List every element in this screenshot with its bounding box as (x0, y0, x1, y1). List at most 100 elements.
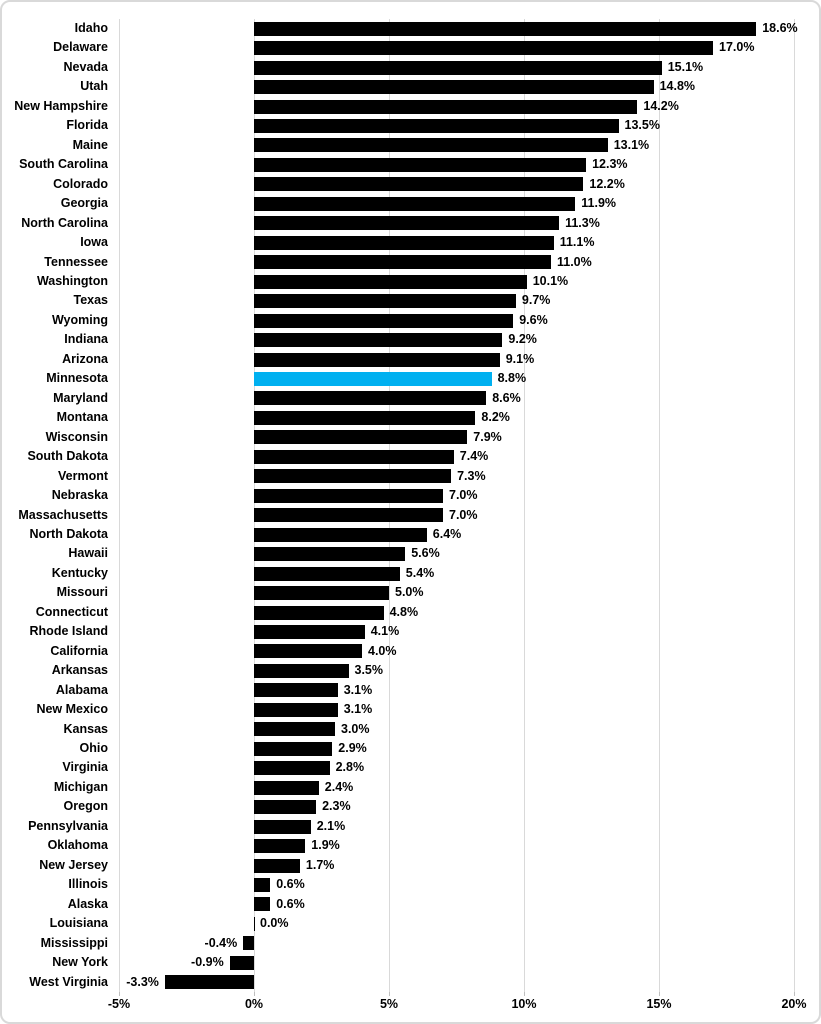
value-label-south-carolina: 12.3% (592, 157, 628, 172)
category-label-nebraska: Nebraska (51, 488, 108, 503)
value-label-missouri: 5.0% (395, 585, 424, 600)
plot-area: 18.6% 17.0% 15.1% 14.8% 14.2% 13.5% 13.1% 12.3%… (118, 19, 798, 996)
bar-washington (254, 274, 527, 289)
category-label-delaware: Delaware (53, 40, 108, 55)
bar-kansas (254, 722, 335, 737)
value-label-tennessee: 11.0% (557, 254, 592, 269)
bar-south-carolina (254, 157, 587, 172)
value-label-north-dakota: 6.4% (432, 526, 462, 541)
x-tick-label-10-: 10% (511, 997, 537, 1011)
bar-virginia (254, 761, 330, 776)
bar-california (254, 644, 362, 659)
gridline-15- (658, 19, 660, 992)
value-label-nebraska: 7.0% (449, 488, 478, 503)
bar-montana (254, 410, 476, 425)
category-label-kentucky: Kentucky (51, 565, 108, 580)
bar-florida (254, 119, 619, 134)
bar-arizona (254, 352, 500, 367)
category-label-south-carolina: South Carolina (19, 157, 108, 172)
value-label-wisconsin: 7.9% (473, 429, 502, 444)
bar-connecticut (254, 605, 384, 620)
category-label-south-dakota: South Dakota (27, 449, 108, 464)
category-label-rhode-island: Rhode Island (29, 624, 108, 639)
value-label-florida: 13.5% (624, 118, 660, 133)
category-label-wisconsin: Wisconsin (45, 429, 108, 444)
bar-colorado (254, 177, 584, 192)
x-tick-label-5-: 5% (379, 997, 399, 1011)
bar-west-virginia (164, 975, 254, 990)
category-label-pennsylvania: Pennsylvania (28, 818, 108, 833)
value-label-alaska: 0.6% (276, 896, 305, 911)
value-label-arizona: 9.1% (505, 351, 535, 366)
bar-vermont (254, 469, 452, 484)
bar-missouri (254, 586, 389, 601)
category-label-utah: Utah (80, 79, 108, 94)
value-label-minnesota: 8.8% (497, 371, 527, 386)
bar-idaho (254, 21, 757, 36)
category-label-alabama: Alabama (55, 682, 108, 697)
bar-alabama (254, 683, 338, 698)
category-label-massachusetts: Massachusetts (18, 507, 108, 522)
bar-georgia (254, 196, 576, 211)
bar-new-jersey (254, 858, 300, 873)
bar-massachusetts (254, 508, 443, 523)
category-label-georgia: Georgia (60, 196, 108, 211)
category-axis-labels: Idaho Delaware Nevada Utah New Hampshire Flor… (2, 19, 114, 992)
category-label-texas: Texas (73, 293, 108, 308)
x-tick-label-20-: 20% (781, 997, 807, 1011)
value-label-west-virginia: -3.3% (126, 974, 159, 989)
category-label-ohio: Ohio (79, 741, 108, 756)
bar-nebraska (254, 488, 443, 503)
bar-oklahoma (254, 839, 306, 854)
bar-maryland (254, 391, 487, 406)
category-label-wyoming: Wyoming (51, 312, 108, 327)
value-label-idaho: 18.6% (762, 21, 798, 35)
category-label-new-jersey: New Jersey (39, 857, 108, 872)
x-tick-label--5-: -5% (107, 997, 131, 1011)
bar-rhode-island (254, 624, 365, 639)
axis-tick-5- (388, 992, 390, 996)
axis-tick-0- (253, 992, 255, 996)
value-label-kentucky: 5.4% (405, 565, 435, 580)
category-label-florida: Florida (66, 118, 108, 133)
bar-south-dakota (254, 449, 454, 464)
value-label-washington: 10.1% (532, 273, 569, 288)
bar-illinois (254, 877, 271, 892)
value-label-michigan: 2.4% (324, 779, 354, 794)
bar-ohio (254, 741, 333, 756)
value-label-virginia: 2.8% (335, 760, 365, 775)
category-label-indiana: Indiana (64, 332, 108, 347)
value-label-oregon: 2.3% (322, 799, 351, 814)
category-label-west-virginia: West Virginia (29, 974, 108, 989)
value-label-indiana: 9.2% (508, 332, 537, 347)
bar-nevada (254, 60, 662, 75)
bar-hawaii (254, 547, 406, 562)
category-label-washington: Washington (36, 273, 108, 288)
gridline-10- (523, 19, 525, 992)
bar-wyoming (254, 313, 514, 328)
value-label-arkansas: 3.5% (354, 663, 384, 678)
bar-minnesota (254, 372, 492, 386)
value-label-north-carolina: 11.3% (565, 215, 600, 230)
axis-tick-15- (658, 992, 660, 996)
category-label-minnesota: Minnesota (46, 371, 108, 386)
value-label-maryland: 8.6% (492, 390, 521, 405)
category-label-mississippi: Mississippi (40, 935, 108, 950)
value-label-wyoming: 9.6% (519, 312, 548, 327)
value-label-south-dakota: 7.4% (459, 449, 489, 464)
value-label-ohio: 2.9% (338, 741, 367, 756)
axis-tick-10- (523, 992, 525, 996)
value-label-texas: 9.7% (521, 293, 551, 308)
category-label-oklahoma: Oklahoma (47, 838, 108, 853)
category-label-kansas: Kansas (63, 721, 108, 736)
category-label-montana: Montana (56, 410, 108, 425)
category-label-arizona: Arizona (62, 351, 108, 366)
axis-tick-20- (793, 992, 795, 996)
value-label-massachusetts: 7.0% (449, 507, 478, 522)
category-label-illinois: Illinois (68, 877, 108, 892)
value-label-pennsylvania: 2.1% (316, 818, 346, 833)
bar-mississippi (243, 936, 254, 951)
category-label-maine: Maine (72, 137, 108, 152)
value-label-california: 4.0% (368, 643, 397, 658)
